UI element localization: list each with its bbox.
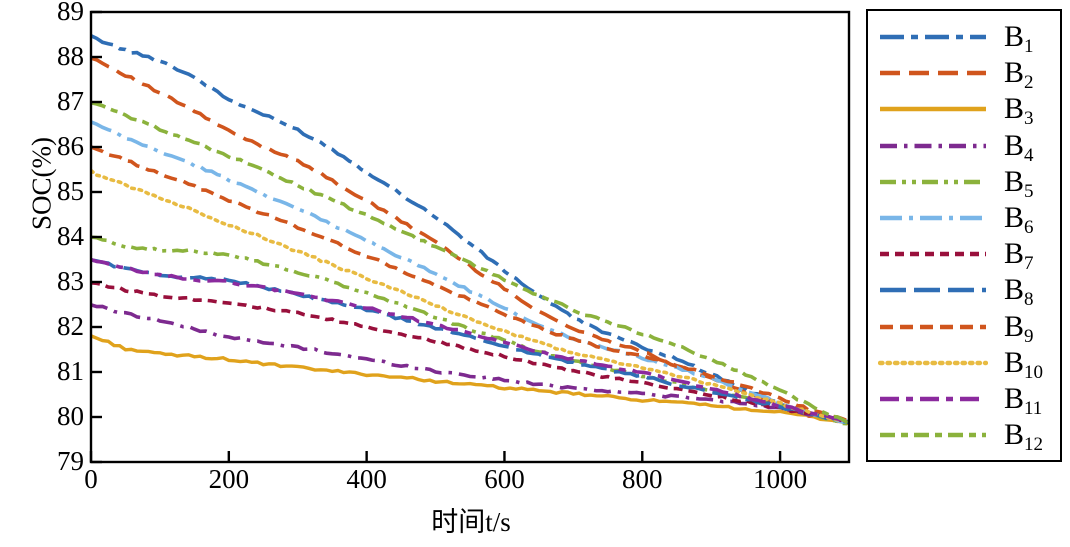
- legend-swatch: [880, 215, 986, 221]
- x-tick-label: 200: [208, 464, 250, 494]
- series-line-12: [91, 101, 849, 426]
- series-line-9: [91, 145, 849, 424]
- legend-swatch: [880, 70, 986, 76]
- chart-series-group: [91, 34, 849, 426]
- y-tick-label: 82: [57, 311, 84, 341]
- legend-label: B8: [1004, 273, 1034, 311]
- x-axis-label: 时间t/s: [431, 507, 511, 537]
- y-tick-label: 84: [57, 221, 84, 251]
- legend-swatch: [880, 251, 986, 257]
- legend-item-2[interactable]: B2: [868, 55, 1060, 94]
- legend-swatch: [880, 432, 986, 438]
- x-tick-label: 800: [622, 464, 663, 494]
- y-tick-label: 85: [57, 176, 84, 206]
- series-line-10: [91, 168, 849, 425]
- x-tick-label: 0: [84, 464, 98, 494]
- series-line-7: [91, 281, 849, 425]
- legend-item-3[interactable]: B3: [868, 91, 1060, 130]
- legend-label: B10: [1004, 345, 1044, 383]
- series-line-2: [91, 56, 849, 425]
- legend-swatch: [880, 143, 986, 148]
- legend-label: B6: [1004, 201, 1034, 238]
- legend-item-4[interactable]: B4: [868, 128, 1060, 166]
- legend-label: B9: [1004, 309, 1034, 347]
- x-tick-label: 400: [346, 464, 387, 494]
- x-tick-label: 600: [484, 464, 525, 494]
- legend-item-9[interactable]: B9: [868, 309, 1060, 347]
- y-tick-label: 83: [57, 266, 84, 296]
- series-line-6: [91, 120, 849, 425]
- legend-label: B12: [1004, 418, 1044, 456]
- legend-label: B11: [1004, 382, 1043, 419]
- y-tick-label: 81: [57, 356, 84, 386]
- legend-label: B5: [1004, 164, 1034, 202]
- y-tick-label: 86: [57, 131, 84, 161]
- legend-label: B7: [1004, 237, 1034, 275]
- y-axis-tick-labels: 89 88 87 86 85 84 83 82 81 80 79: [0, 0, 84, 547]
- legend-swatch: [880, 179, 986, 184]
- legend-swatch: [880, 396, 986, 402]
- legend-swatch: [878, 360, 988, 365]
- legend-item-11[interactable]: B11: [868, 381, 1060, 419]
- legend-item-10[interactable]: B10: [868, 345, 1060, 383]
- x-tick-label: 1000: [753, 464, 808, 494]
- legend-swatch: [880, 107, 986, 112]
- y-tick-label: 88: [57, 41, 84, 71]
- legend-item-1[interactable]: B1: [868, 19, 1060, 57]
- y-tick-label: 89: [57, 0, 84, 26]
- legend-item-12[interactable]: B12: [868, 417, 1060, 456]
- legend-label: B3: [1004, 92, 1034, 130]
- legend-swatch: [880, 34, 986, 40]
- legend-label: B1: [1004, 20, 1034, 57]
- series-line-3: [91, 334, 849, 426]
- legend-item-5[interactable]: B5: [868, 164, 1060, 202]
- legend-swatch: [880, 288, 986, 293]
- chart-legend: B1 B2 B3 B4 B5 B6 B7 B8 B9 B10 B11 B12: [866, 9, 1062, 462]
- legend-item-6[interactable]: B6: [868, 200, 1060, 238]
- legend-item-8[interactable]: B8: [868, 272, 1060, 311]
- series-line-1: [91, 34, 849, 424]
- series-line-4: [91, 303, 849, 425]
- legend-label: B4: [1004, 128, 1034, 166]
- y-tick-label: 79: [57, 446, 84, 476]
- legend-label: B2: [1004, 56, 1034, 94]
- series-line-8: [91, 258, 849, 425]
- legend-swatch: [880, 324, 986, 329]
- y-tick-label: 80: [57, 401, 84, 431]
- series-line-11: [91, 257, 849, 425]
- legend-item-7[interactable]: B7: [868, 236, 1060, 275]
- y-tick-label: 87: [57, 86, 84, 116]
